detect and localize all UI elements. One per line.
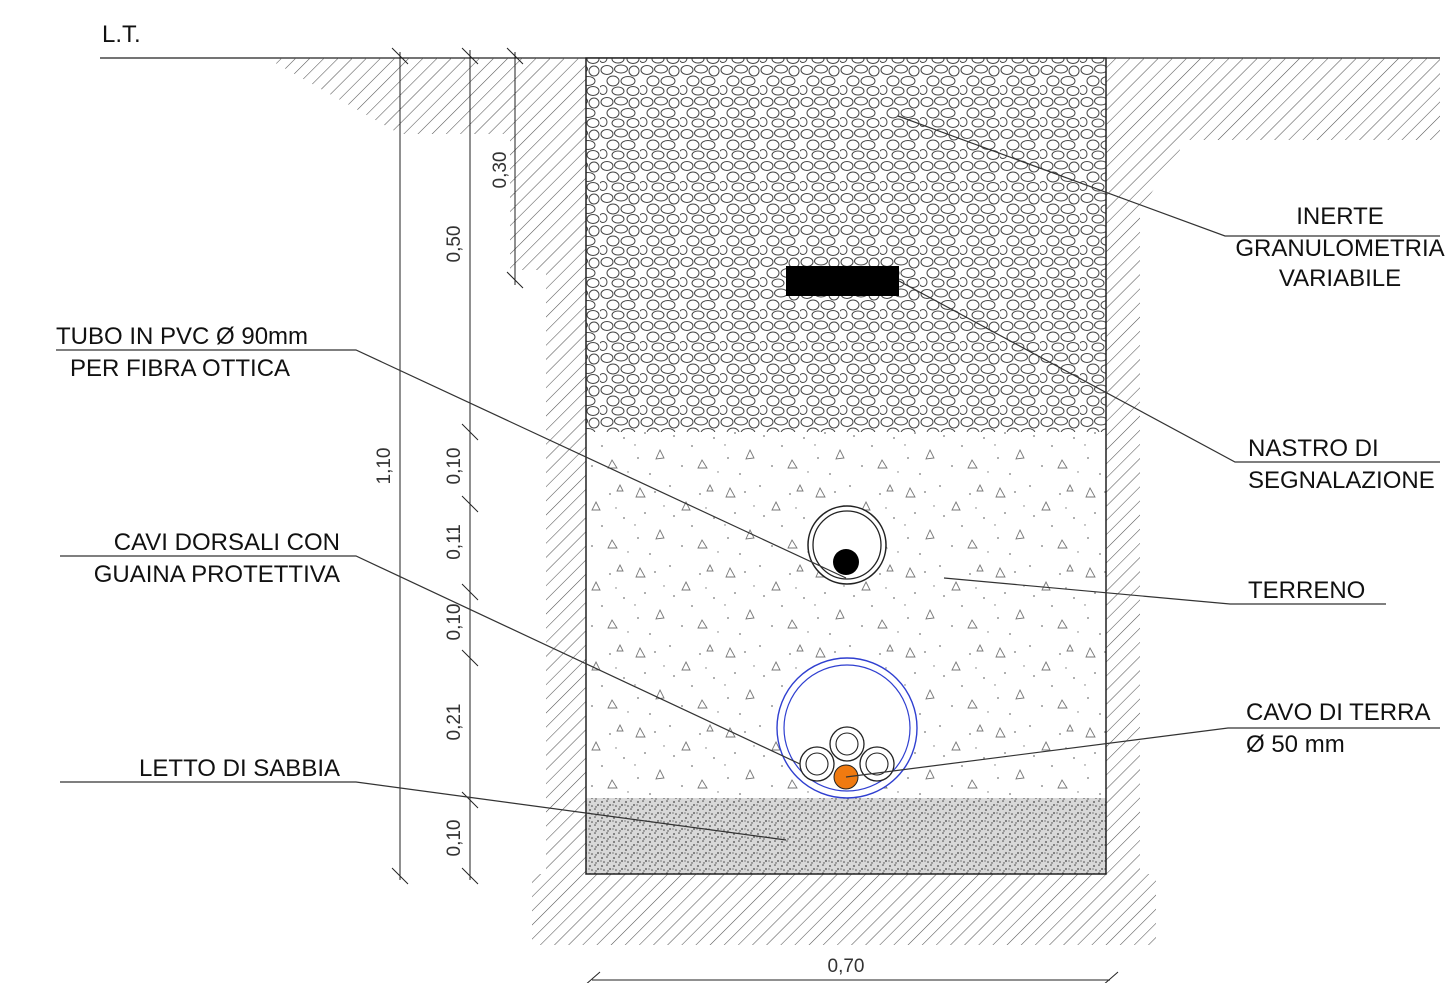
layer-d-dim: 0,21 — [444, 704, 465, 741]
trench-outline — [585, 57, 1107, 875]
tape-depth-dim: 0,30 — [490, 152, 511, 189]
svg-text:GRANULOMETRIA: GRANULOMETRIA — [1235, 235, 1444, 262]
backbone-cable — [829, 726, 865, 762]
label-tubo-pvc: TUBO IN PVC Ø 90mm PER FIBRA OTTICA — [56, 323, 308, 382]
gravel-fill-layer — [586, 58, 1106, 432]
layer-c-dim: 0,10 — [444, 604, 465, 641]
svg-text:SEGNALAZIONE: SEGNALAZIONE — [1248, 467, 1435, 494]
backbone-conduit — [776, 657, 918, 799]
backbone-cable — [859, 746, 895, 782]
svg-text:NASTRO DI: NASTRO DI — [1248, 435, 1379, 462]
label-terreno: TERRENO — [1248, 577, 1365, 604]
backbone-cable — [799, 746, 835, 782]
svg-text:GUAINA PROTETTIVA: GUAINA PROTETTIVA — [94, 561, 340, 588]
svg-text:TERRENO: TERRENO — [1248, 577, 1365, 604]
label-nastro: NASTRO DI SEGNALAZIONE — [1248, 435, 1435, 494]
svg-text:CAVI DORSALI CON: CAVI DORSALI CON — [114, 529, 340, 556]
svg-text:INERTE: INERTE — [1296, 203, 1384, 230]
label-letto-sabbia: LETTO DI SABBIA — [139, 755, 340, 782]
gravel-depth-dim: 0,50 — [444, 226, 465, 263]
label-cavi-dorsali: CAVI DORSALI CON GUAINA PROTETTIVA — [94, 529, 340, 588]
leader-lines — [56, 115, 1440, 841]
trench-width-dim: 0,70 — [828, 956, 865, 977]
ground-level-label: L.T. — [102, 21, 141, 48]
total-depth-dim: 1,10 — [374, 448, 395, 485]
dimension-lines — [391, 47, 1119, 983]
pvc-fibre-pipe — [807, 505, 887, 585]
svg-text:CAVO DI TERRA: CAVO DI TERRA — [1246, 699, 1430, 726]
svg-text:VARIABILE: VARIABILE — [1279, 265, 1401, 292]
label-cavo-terra: CAVO DI TERRA Ø 50 mm — [1246, 699, 1430, 758]
sand-bed-layer — [586, 798, 1106, 874]
label-inerte: INERTE GRANULOMETRIA VARIABILE — [1235, 203, 1444, 292]
svg-text:Ø 50 mm: Ø 50 mm — [1246, 731, 1345, 758]
fibre-cable — [833, 549, 859, 575]
layer-e-dim: 0,10 — [444, 820, 465, 857]
warning-tape — [786, 266, 899, 296]
svg-text:PER FIBRA OTTICA: PER FIBRA OTTICA — [70, 355, 290, 382]
svg-text:TUBO IN PVC Ø 90mm: TUBO IN PVC Ø 90mm — [56, 323, 308, 350]
soil-hatch — [270, 58, 1440, 945]
layer-b-dim: 0,11 — [444, 524, 465, 560]
svg-text:LETTO DI SABBIA: LETTO DI SABBIA — [139, 755, 340, 782]
layer-a-dim: 0,10 — [444, 448, 465, 485]
